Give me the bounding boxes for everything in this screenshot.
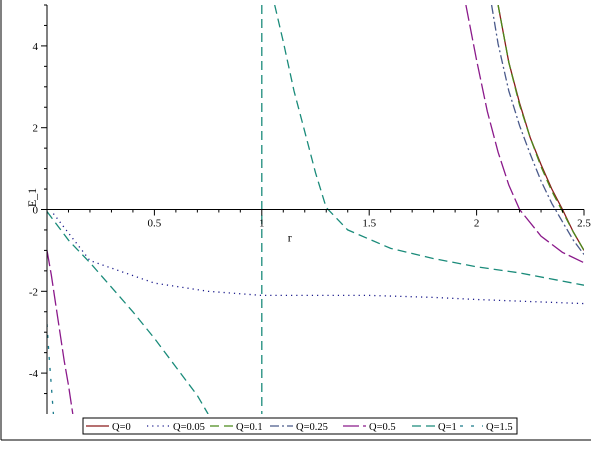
series-q-0-25-line xyxy=(490,5,584,255)
y-tick-label-m2: -2 xyxy=(29,286,38,298)
legend-q-1-5-label: Q=1.5 xyxy=(486,422,513,433)
extra-curve-1 xyxy=(47,250,74,414)
series-q-0-05-line xyxy=(52,213,584,305)
y-tick-label-4: 4 xyxy=(33,41,39,53)
legend-q-0-25-label: Q=0.25 xyxy=(296,422,328,433)
x-tick-label-2: 2 xyxy=(474,218,480,230)
y-tick-label-0: 0 xyxy=(33,205,39,217)
legend-q-0-5-label: Q=0.5 xyxy=(369,422,396,433)
series-q-1-branch-2 xyxy=(274,5,584,286)
y-tick-label-2: 2 xyxy=(33,123,39,135)
x-tick-label-1-5: 1.5 xyxy=(362,218,376,230)
series-q-0-1-line xyxy=(497,5,584,251)
legend-q-0-05-label: Q=0.05 xyxy=(173,422,205,433)
x-tick-label-1: 1 xyxy=(259,218,265,230)
series-q-0-5-line xyxy=(465,5,584,264)
series-q-1-line xyxy=(47,211,209,414)
y-axis-label: E_1 xyxy=(25,188,39,207)
axes-layer: 0.5 1 1.5 2 2.5 -4 -2 0 2 4 xyxy=(0,0,591,441)
x-tick-label-0-5: 0.5 xyxy=(148,218,162,230)
legend: Q=0 Q=0.05 Q=0.1 Q=0.25 Q=0.5 Q=1 Q=1.5 xyxy=(82,417,518,435)
legend-q-0-label: Q=0 xyxy=(112,422,131,433)
x-axis-label: r xyxy=(288,231,292,245)
legend-q-0-1-label: Q=0.1 xyxy=(236,422,263,433)
legend-q-1-label: Q=1 xyxy=(438,422,457,433)
x-tick-label-2-5: 2.5 xyxy=(577,218,591,230)
legend-box xyxy=(82,417,518,435)
y-tick-label-m4: -4 xyxy=(29,368,39,380)
